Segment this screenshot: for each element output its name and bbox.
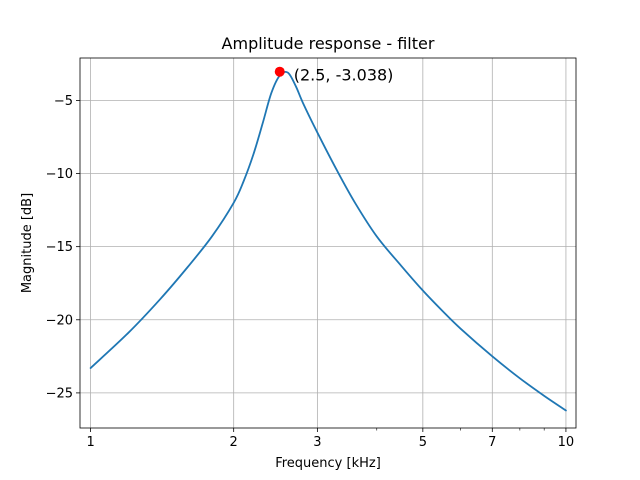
magnitude-response-line <box>89 70 567 412</box>
x-tick-label: 5 <box>419 435 427 450</box>
axes-frame <box>79 57 577 429</box>
peak-annotation-label: (2.5, -3.038) <box>294 66 394 85</box>
x-tick-label: 7 <box>488 435 496 450</box>
x-tick-label: 1 <box>86 435 94 450</box>
x-axis-label: Frequency [kHz] <box>275 456 381 471</box>
tick-layer: 1 2 3 5 7 10 −5 −10 −15 −20 −25 <box>46 94 575 450</box>
y-tick-label: −15 <box>46 240 73 255</box>
grid <box>80 58 576 428</box>
y-tick-label: −5 <box>54 94 73 109</box>
peak-marker <box>274 66 285 77</box>
series-layer <box>89 70 567 412</box>
chart-title: Amplitude response - filter <box>222 34 435 53</box>
x-tick-label: 2 <box>230 435 238 450</box>
y-tick-label: −20 <box>46 313 73 328</box>
y-tick-label: −10 <box>46 167 73 182</box>
annotation-layer: (2.5, -3.038) <box>274 66 394 85</box>
y-axis-label: Magnitude [dB] <box>20 193 35 293</box>
x-tick-label: 3 <box>313 435 321 450</box>
x-tick-label: 10 <box>558 435 575 450</box>
y-tick-label: −25 <box>46 386 73 401</box>
